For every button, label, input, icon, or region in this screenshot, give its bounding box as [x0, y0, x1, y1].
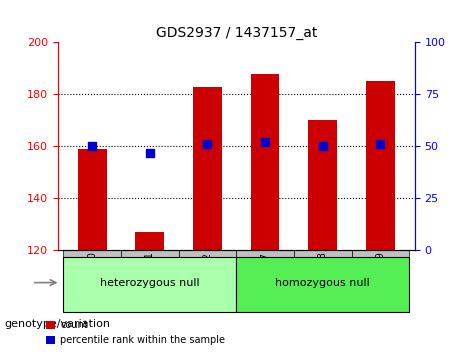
Point: [146, 150, 154, 155]
Bar: [366, 81, 395, 250]
FancyBboxPatch shape: [236, 250, 294, 271]
FancyBboxPatch shape: [351, 250, 409, 271]
FancyBboxPatch shape: [294, 250, 351, 271]
Point: [319, 143, 326, 149]
FancyBboxPatch shape: [179, 250, 236, 271]
Point: [89, 143, 96, 149]
Bar: [78, 149, 106, 250]
FancyBboxPatch shape: [64, 250, 121, 271]
Point: [261, 139, 269, 145]
Bar: [251, 74, 279, 250]
FancyBboxPatch shape: [121, 250, 179, 271]
Bar: [308, 120, 337, 250]
Text: homozygous null: homozygous null: [275, 278, 370, 287]
FancyBboxPatch shape: [236, 257, 409, 312]
Bar: [136, 232, 164, 250]
Title: GDS2937 / 1437157_at: GDS2937 / 1437157_at: [155, 26, 317, 40]
Point: [377, 141, 384, 147]
Bar: [193, 87, 222, 250]
Point: [204, 141, 211, 147]
Text: genotype/variation: genotype/variation: [5, 319, 111, 329]
Text: heterozygous null: heterozygous null: [100, 278, 200, 287]
Legend: count, percentile rank within the sample: count, percentile rank within the sample: [42, 316, 229, 349]
FancyBboxPatch shape: [64, 257, 236, 312]
